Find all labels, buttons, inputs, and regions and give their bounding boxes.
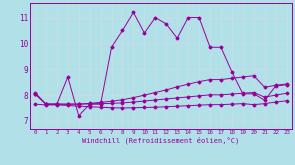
X-axis label: Windchill (Refroidissement éolien,°C): Windchill (Refroidissement éolien,°C) — [82, 136, 240, 144]
